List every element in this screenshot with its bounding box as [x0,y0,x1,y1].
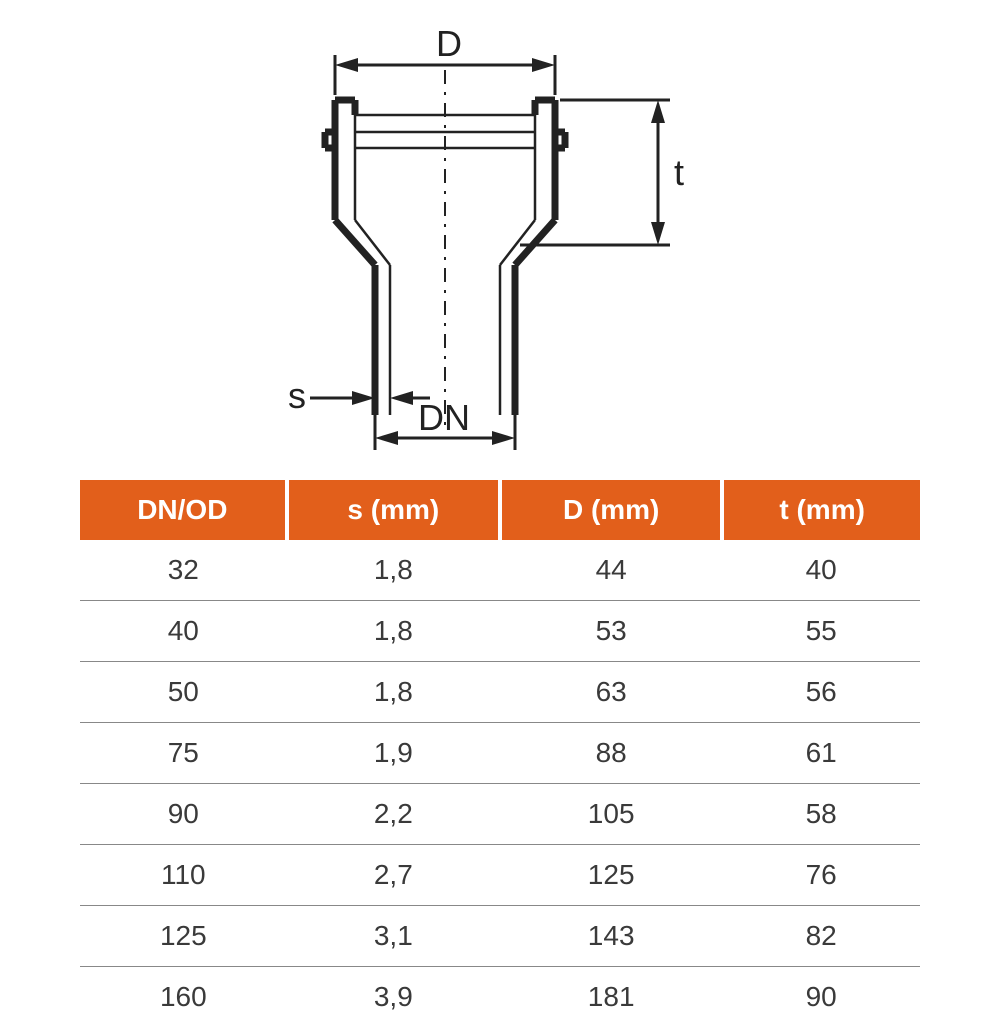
table-row: 321,84440 [80,540,920,601]
table-row: 902,210558 [80,784,920,845]
table-cell: 75 [80,723,287,784]
label-s: s [288,375,306,416]
table-cell: 2,7 [287,845,500,906]
table-cell: 50 [80,662,287,723]
table-row: 1253,114382 [80,906,920,967]
table-cell: 90 [722,967,920,1027]
table-cell: 1,8 [287,601,500,662]
table-cell: 125 [500,845,722,906]
label-D: D [436,23,462,64]
table-cell: 53 [500,601,722,662]
table-cell: 1,8 [287,540,500,601]
col-D: D (mm) [500,480,722,540]
table-row: 1102,712576 [80,845,920,906]
table-cell: 76 [722,845,920,906]
table-cell: 2,2 [287,784,500,845]
table-cell: 1,8 [287,662,500,723]
label-DN: DN [418,397,470,438]
table-cell: 58 [722,784,920,845]
table-cell: 160 [80,967,287,1027]
table-row: 501,86356 [80,662,920,723]
table-cell: 55 [722,601,920,662]
dimensions-table: DN/OD s (mm) D (mm) t (mm) 321,84440401,… [80,480,920,1027]
table-cell: 61 [722,723,920,784]
table-row: 1603,918190 [80,967,920,1027]
table-cell: 44 [500,540,722,601]
table-cell: 143 [500,906,722,967]
label-t: t [674,152,684,193]
table-cell: 125 [80,906,287,967]
technical-drawing: D t DN s [180,20,820,460]
table-cell: 56 [722,662,920,723]
table-cell: 3,1 [287,906,500,967]
table-cell: 40 [722,540,920,601]
table-cell: 32 [80,540,287,601]
col-s: s (mm) [287,480,500,540]
table-header-row: DN/OD s (mm) D (mm) t (mm) [80,480,920,540]
col-t: t (mm) [722,480,920,540]
table-cell: 88 [500,723,722,784]
table-row: 401,85355 [80,601,920,662]
table-cell: 63 [500,662,722,723]
table-cell: 40 [80,601,287,662]
table-cell: 1,9 [287,723,500,784]
table-cell: 82 [722,906,920,967]
table-row: 751,98861 [80,723,920,784]
table-cell: 3,9 [287,967,500,1027]
table-cell: 90 [80,784,287,845]
table-cell: 181 [500,967,722,1027]
table-cell: 105 [500,784,722,845]
table-cell: 110 [80,845,287,906]
col-dn-od: DN/OD [80,480,287,540]
